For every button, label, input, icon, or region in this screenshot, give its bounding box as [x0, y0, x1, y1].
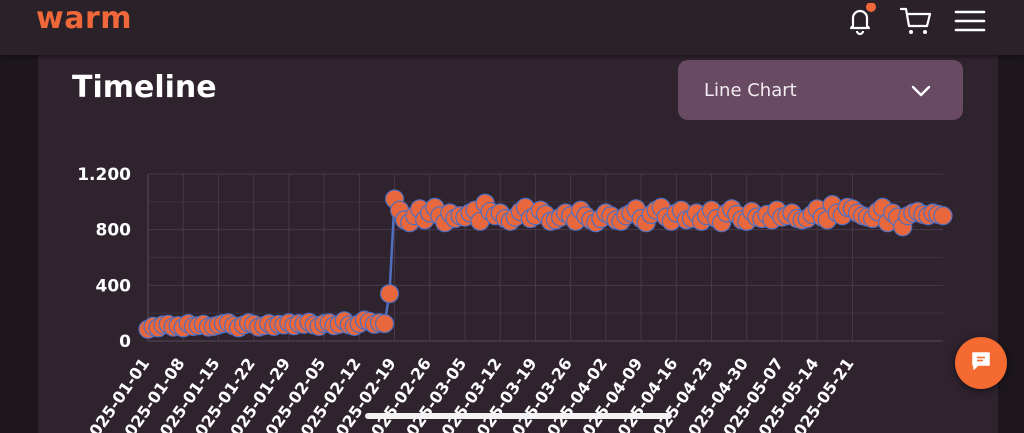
- chevron-down-icon: [911, 82, 931, 103]
- data-point: [933, 206, 953, 226]
- y-tick-label: 800: [96, 221, 132, 241]
- chart-type-select-value: Line Chart: [704, 79, 797, 101]
- chat-icon: [970, 350, 992, 376]
- chat-button[interactable]: [955, 337, 1007, 389]
- logo[interactable]: warm: [36, 1, 133, 36]
- horizontal-scrollbar[interactable]: [365, 413, 672, 419]
- data-point: [374, 314, 395, 334]
- top-bar: warm: [0, 0, 1024, 55]
- y-tick-label: 400: [96, 276, 132, 296]
- series-markers: [138, 189, 953, 339]
- bell-icon[interactable]: [842, 2, 878, 43]
- chart-type-select[interactable]: Line Chart: [678, 60, 963, 120]
- menu-icon[interactable]: [952, 3, 988, 43]
- y-tick-label: 0: [119, 332, 131, 352]
- y-tick-label: 1.200: [77, 165, 131, 185]
- page-title: Timeline: [72, 70, 217, 105]
- data-point: [379, 284, 400, 304]
- cart-icon[interactable]: [898, 3, 934, 43]
- notification-dot: [866, 2, 876, 12]
